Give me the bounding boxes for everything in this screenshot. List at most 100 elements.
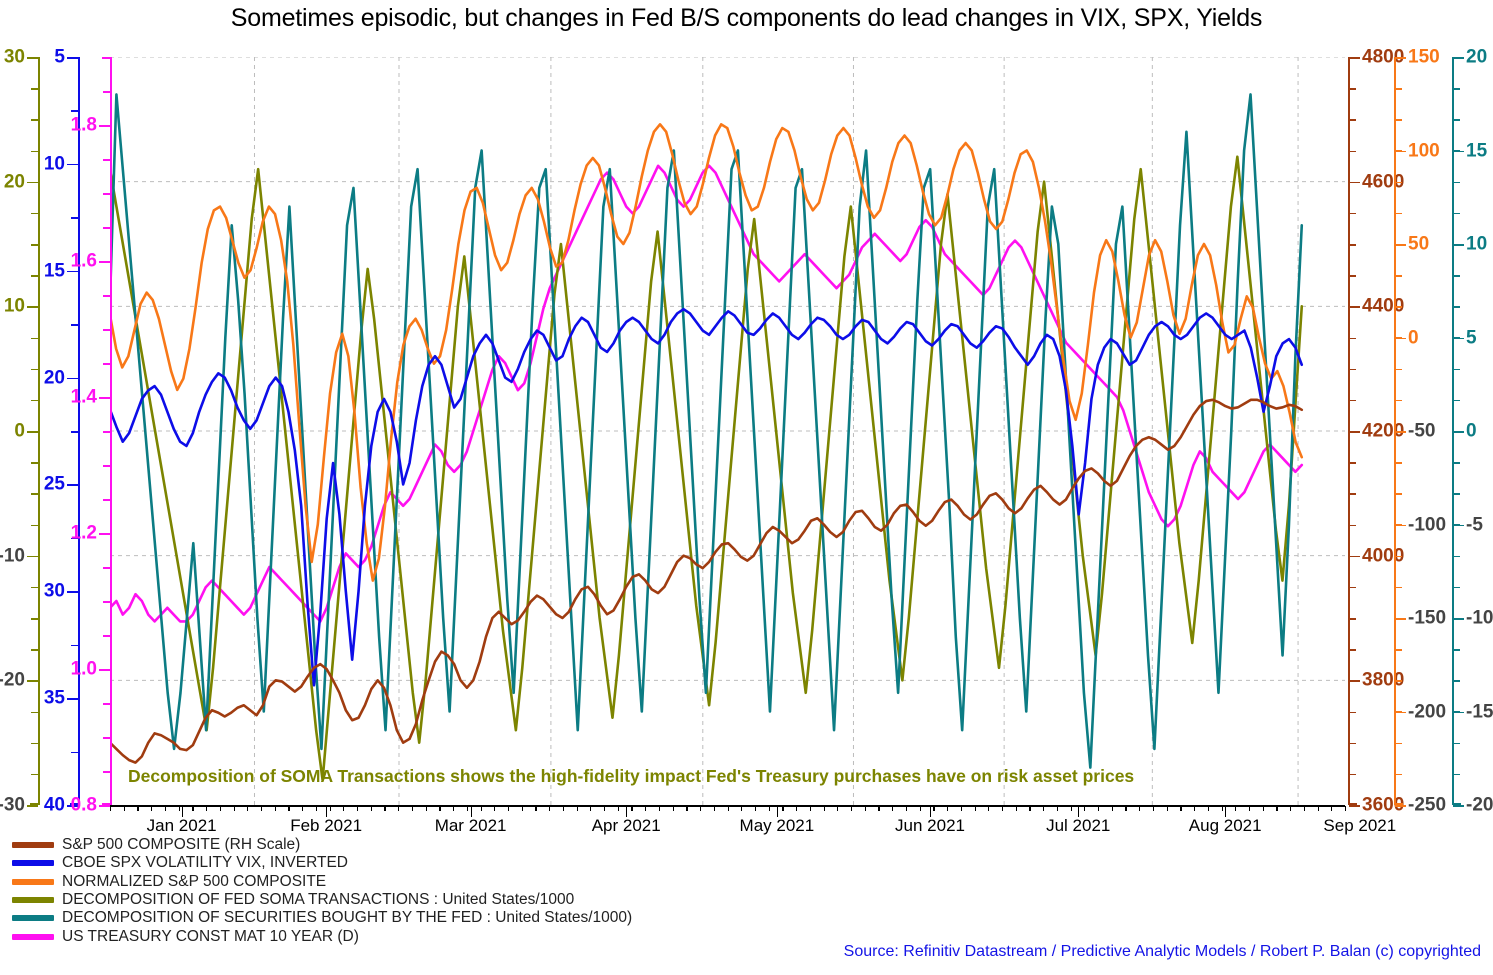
ust10-axis-minor-tick [103,737,110,739]
secs-axis-tick [1453,244,1464,246]
x-axis-minor-tick [878,806,880,811]
secs-axis-tick [1453,524,1464,527]
norm-axis-tick [1395,805,1406,807]
spx-axis-tick-label: 3800 [1362,669,1405,691]
soma-axis-tick-label: 20 [3,171,25,193]
x-axis-minor-tick [700,806,702,811]
vix-axis: 5 10 15 20 25 30 35 40 [44,48,80,815]
soma-axis-minor-tick [31,711,38,714]
soma-axis-minor-tick [31,150,38,153]
soma-axis-tick-label: 0 [14,420,25,442]
secs-axis-cap [1453,803,1461,805]
norm-axis-tick-label: -50 [1408,420,1436,442]
soma-axis-minor-tick [31,462,38,464]
x-axis-minor-tick [329,806,331,811]
plot-area [110,57,1345,805]
x-axis-minor-tick [809,806,812,811]
secs-axis-minor-tick [1453,742,1460,745]
legend-item-spx[interactable]: S&P 500 COMPOSITE (RH Scale) [12,836,632,854]
series-line [110,400,1302,763]
secs-axis-tick-label: -20 [1466,794,1493,816]
ust10-axis-tick [99,397,110,399]
vix-axis-tick-label: 15 [43,260,65,282]
secs-axis-tick [1453,337,1464,340]
x-axis-minor-tick [741,806,743,811]
spx-axis-tick-label: 4800 [1362,46,1405,68]
norm-axis-tick [1395,244,1406,246]
legend-item-vix[interactable]: CBOE SPX VOLATILITY VIX, INVERTED [12,854,632,872]
soma-axis-tick [27,555,38,558]
spx-axis-tick-label: 4200 [1362,420,1405,442]
ust10-axis-tick [99,125,110,127]
secs-axis: -20 -15 -10 -5 0 5 10 15 20 [1452,48,1493,815]
x-axis-minor-tick [1276,806,1278,811]
spx-axis-minor-tick [1349,493,1356,495]
series-lines [110,57,1345,805]
x-axis-major-tick [930,806,932,817]
soma-axis-tick-label: -20 [0,669,25,691]
vix-axis-tick-label: 40 [43,794,65,816]
secs-axis-tick-label: -10 [1466,607,1493,629]
x-axis-minor-tick [947,806,949,811]
x-axis-minor-tick [1331,806,1333,811]
soma-axis-minor-tick [31,493,38,495]
ust10-axis-spine [110,57,112,805]
soma-axis-minor-tick [31,618,38,620]
spx-axis-minor-tick [1349,586,1356,589]
legend-item-soma[interactable]: DECOMPOSITION OF FED SOMA TRANSACTIONS :… [12,891,632,909]
legend-swatch-soma [12,897,54,904]
ust10-axis-minor-tick [103,465,110,467]
x-axis-minor-tick [247,806,249,811]
x-axis-minor-tick [604,806,606,811]
secs-axis-tick-label: 0 [1466,420,1477,442]
x-axis-minor-tick [302,806,304,811]
x-axis-minor-tick [823,806,825,811]
x-axis-major-tick [1078,806,1080,817]
norm-axis-minor-tick [1395,275,1402,277]
x-axis-minor-tick [754,806,757,811]
x-axis-minor-tick [260,806,263,811]
ust10-axis-tick-label: 0.8 [70,794,97,816]
vix-axis-tick [67,377,78,380]
legend-swatch-secs [12,915,54,922]
x-axis-minor-tick [617,806,619,811]
ust10-axis-cap [102,803,110,805]
vix-axis-tick-label: 30 [43,580,65,602]
spx-axis-tick-label: 4000 [1362,545,1405,567]
x-axis-minor-tick [535,806,537,811]
spx-axis-minor-tick [1349,88,1356,90]
secs-axis-tick-label: -5 [1466,514,1483,535]
secs-axis-minor-tick [1453,493,1460,495]
ust10-axis-minor-tick [103,771,110,773]
soma-axis-minor-tick [31,244,38,246]
secs-axis-tick [1453,711,1464,714]
vix-axis-tick-label: 35 [43,687,65,709]
spx-axis-minor-tick [1349,524,1356,527]
soma-axis-minor-tick [31,212,38,215]
x-axis-minor-tick [837,806,839,811]
legend-label-ust10: US TREASURY CONST MAT 10 YEAR (D) [62,927,359,945]
x-axis-tick-label: Jul 2021 [1046,816,1111,835]
legend-item-secs[interactable]: DECOMPOSITION OF SECURITIES BOUGHT BY TH… [12,909,632,927]
vix-axis-minor-tick [71,644,78,647]
x-axis-minor-tick [370,806,372,811]
x-axis-minor-tick [1152,806,1155,811]
norm-axis-tick [1395,524,1406,527]
gridlines [110,57,1345,805]
soma-axis-tick-label: -10 [0,545,25,567]
x-axis-minor-tick [549,806,551,811]
legend-item-norm[interactable]: NORMALIZED S&P 500 COMPOSITE [12,873,632,891]
x-axis-minor-tick [453,806,455,811]
x-axis-minor-tick [219,806,221,811]
x-axis-minor-tick [137,806,139,811]
spx-axis-minor-tick [1349,742,1356,745]
series-line [110,124,1302,580]
legend-item-ust10[interactable]: US TREASURY CONST MAT 10 YEAR (D) [12,927,632,945]
ust10-axis-tick [99,669,110,671]
ust10-axis-minor-tick [103,193,110,195]
x-axis-tick-label: Mar 2021 [434,816,507,835]
soma-axis-minor-tick [31,742,38,745]
secs-axis-tick [1453,618,1464,620]
vix-axis-minor-tick [71,751,78,754]
soma-axis-minor-tick [31,88,38,90]
